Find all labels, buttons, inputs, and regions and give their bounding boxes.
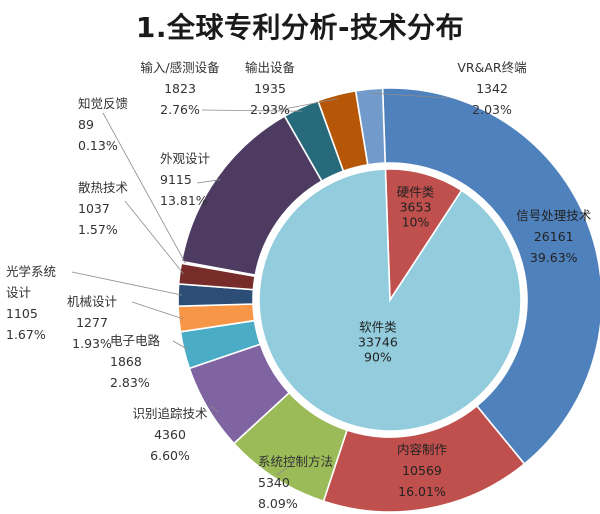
- leader-line-6: [71, 271, 183, 296]
- label-signal-processing: 信号处理技术 26161 39.63%: [516, 208, 592, 265]
- leader-line-8: [102, 112, 186, 264]
- leader-line-11: [278, 98, 338, 111]
- outer-slice-0: [381, 87, 600, 466]
- label-system-control: 系统控制方法 5340 8.09%: [258, 454, 333, 511]
- leader-line-5: [131, 301, 183, 320]
- label-input-sensing: 输入/感测设备 1823 2.76%: [140, 60, 220, 117]
- label-hardware: 硬件类 3653 10%: [397, 184, 435, 229]
- leader-line-7: [124, 200, 184, 275]
- chart-title: 1.全球专利分析-技术分布: [135, 11, 465, 44]
- label-optical-design: 光学系统设计 1105 1.67%: [6, 264, 56, 342]
- leader-line-12: [369, 92, 449, 99]
- label-recognition-tracking: 识别追踪技术 4360 6.60%: [132, 406, 208, 463]
- label-appearance-design: 外观设计 9115 13.81%: [160, 151, 210, 208]
- inner-slice-0: [384, 168, 463, 303]
- outer-ring: [177, 87, 600, 513]
- leader-line-2: [276, 461, 296, 476]
- leader-line-3: [210, 405, 219, 413]
- label-mechanical-design: 机械设计 1277 1.93%: [67, 294, 117, 351]
- leader-line-9: [196, 179, 221, 184]
- leader-line-10: [201, 109, 303, 112]
- label-vr-ar-terminal: VR&AR终端 1342 2.03%: [457, 60, 526, 117]
- outer-slice-12: [354, 87, 387, 166]
- label-electronic-circuit: 电子电路 1868 2.83%: [110, 333, 161, 390]
- label-output-device: 输出设备 1935 2.93%: [245, 60, 296, 117]
- label-haptic-feedback: 知觉反馈 89 0.13%: [78, 96, 128, 153]
- label-software: 软件类 33746 90%: [358, 319, 398, 364]
- label-content-creation: 内容制作 10569 16.01%: [397, 442, 448, 499]
- inner-slice-1: [258, 168, 522, 432]
- inner-pie: [258, 168, 522, 432]
- label-heat-dissipation: 散热技术 1037 1.57%: [78, 180, 129, 237]
- leader-line-4: [172, 340, 189, 350]
- slice-labels: 系统控制方法 5340 8.09% 识别追踪技术 4360 6.60% 电子电路 1868 2.…: [6, 60, 592, 511]
- leader-lines: [71, 92, 449, 476]
